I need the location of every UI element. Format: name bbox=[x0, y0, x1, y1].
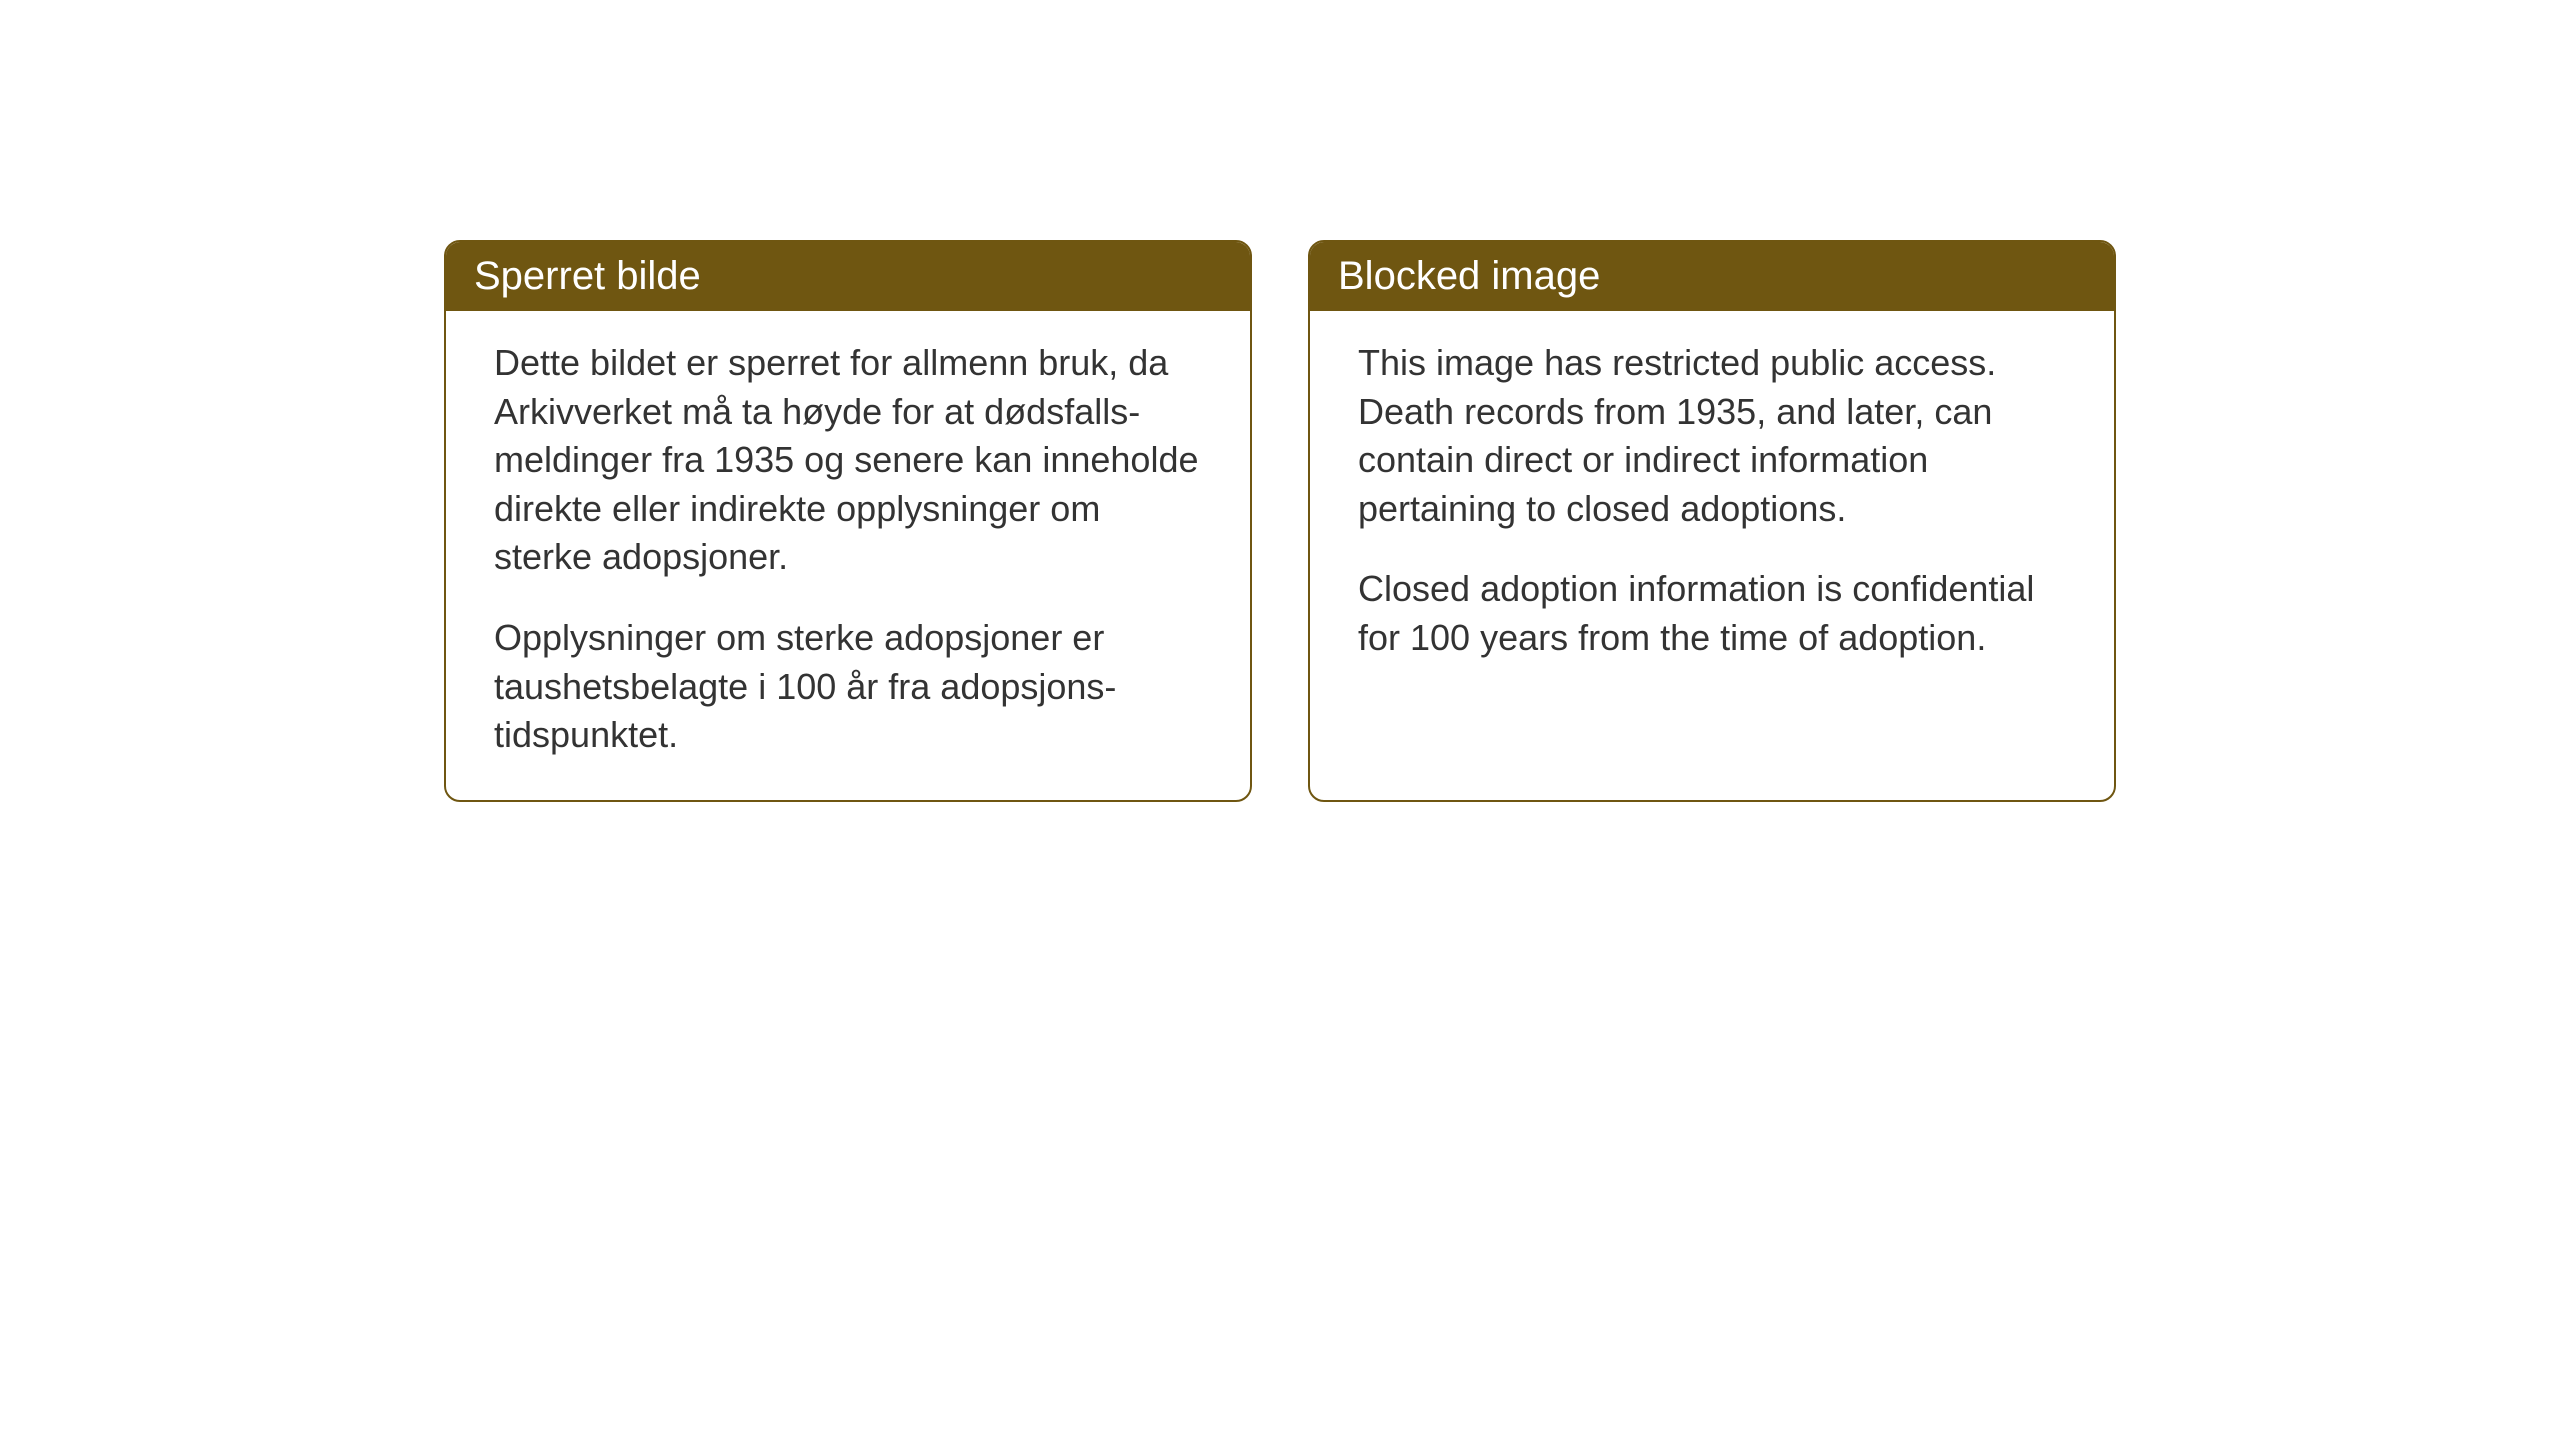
notice-container: Sperret bilde Dette bildet er sperret fo… bbox=[444, 240, 2116, 802]
card-paragraph-1-english: This image has restricted public access.… bbox=[1358, 339, 2066, 533]
card-title-english: Blocked image bbox=[1338, 254, 1600, 298]
card-title-norwegian: Sperret bilde bbox=[474, 254, 701, 298]
card-body-norwegian: Dette bildet er sperret for allmenn bruk… bbox=[446, 311, 1250, 800]
card-paragraph-1-norwegian: Dette bildet er sperret for allmenn bruk… bbox=[494, 339, 1202, 582]
card-paragraph-2-norwegian: Opplysninger om sterke adopsjoner er tau… bbox=[494, 614, 1202, 760]
card-header-english: Blocked image bbox=[1310, 242, 2114, 311]
card-header-norwegian: Sperret bilde bbox=[446, 242, 1250, 311]
notice-card-english: Blocked image This image has restricted … bbox=[1308, 240, 2116, 802]
card-paragraph-2-english: Closed adoption information is confident… bbox=[1358, 565, 2066, 662]
card-body-english: This image has restricted public access.… bbox=[1310, 311, 2114, 703]
notice-card-norwegian: Sperret bilde Dette bildet er sperret fo… bbox=[444, 240, 1252, 802]
